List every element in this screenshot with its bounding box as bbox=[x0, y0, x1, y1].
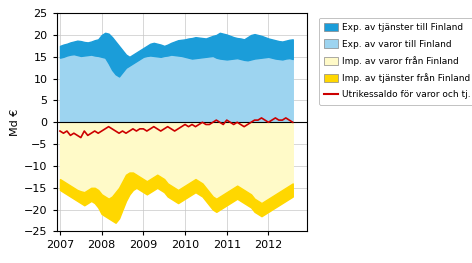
Legend: Exp. av tjänster till Finland, Exp. av varor till Finland, Imp. av varor från Fi: Exp. av tjänster till Finland, Exp. av v… bbox=[319, 18, 472, 104]
Y-axis label: Md €: Md € bbox=[10, 109, 20, 136]
